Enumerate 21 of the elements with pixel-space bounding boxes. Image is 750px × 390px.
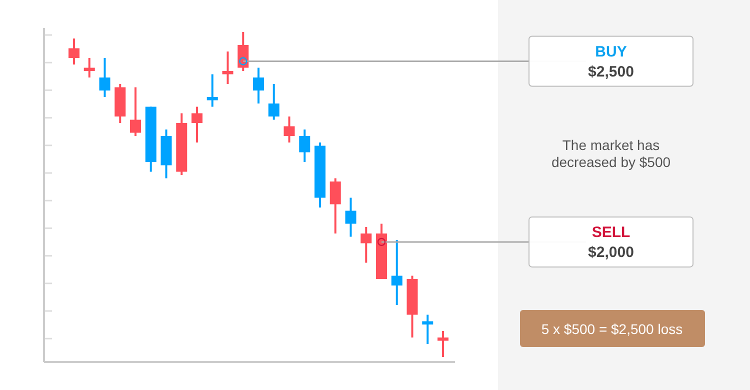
text: The market has decreased by $500	[551, 137, 671, 170]
candlestick	[284, 116, 295, 144]
candlestick	[345, 196, 356, 238]
candlestick	[438, 330, 448, 358]
candlestick	[391, 239, 402, 306]
candlestick	[299, 128, 310, 163]
candlestick	[84, 57, 95, 78]
text: 5 x $500 = $2,500 loss	[541, 321, 683, 337]
candlestick	[130, 86, 141, 137]
candlestick	[253, 66, 264, 104]
candlestick	[206, 73, 218, 108]
candlestick	[330, 177, 341, 234]
candlestick	[268, 83, 280, 121]
candlestick	[422, 314, 434, 345]
ref-line-label: SELL $2,000	[588, 224, 634, 261]
candlestick	[222, 50, 234, 85]
candlestick	[192, 106, 202, 144]
candlestick	[99, 57, 110, 98]
candlestick	[360, 226, 372, 264]
ref-line-label: BUY $2,500	[588, 43, 634, 80]
candlestick	[68, 38, 80, 66]
